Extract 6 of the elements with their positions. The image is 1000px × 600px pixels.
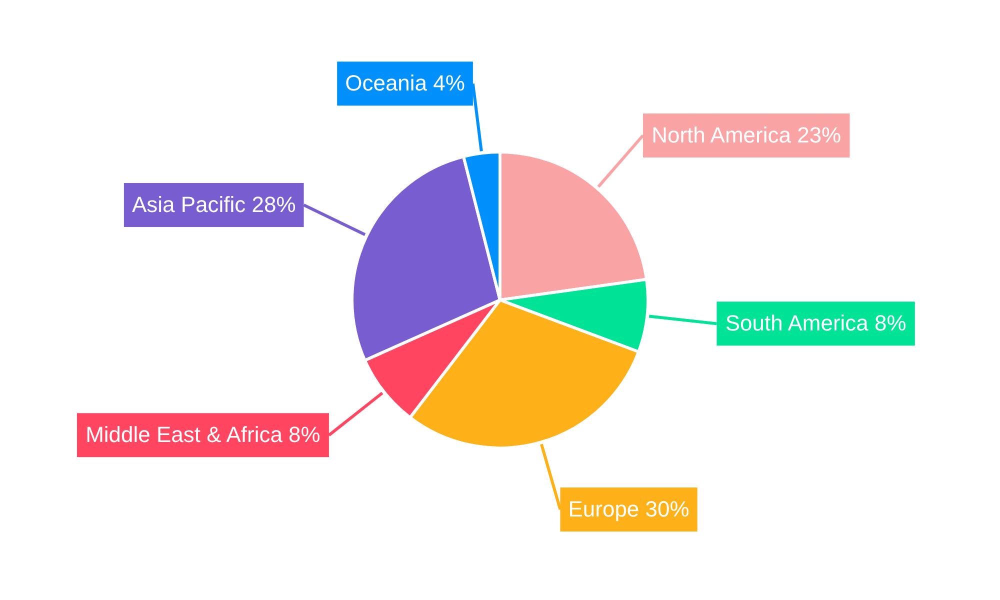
slice-label: Europe 30% [568,496,690,522]
slice-label: Oceania 4% [345,70,465,96]
slice-label: Asia Pacific 28% [132,192,296,217]
slice-label: South America 8% [725,310,906,336]
slice-label: Middle East & Africa 8% [86,422,320,448]
slice-label: North America 23% [652,122,842,148]
